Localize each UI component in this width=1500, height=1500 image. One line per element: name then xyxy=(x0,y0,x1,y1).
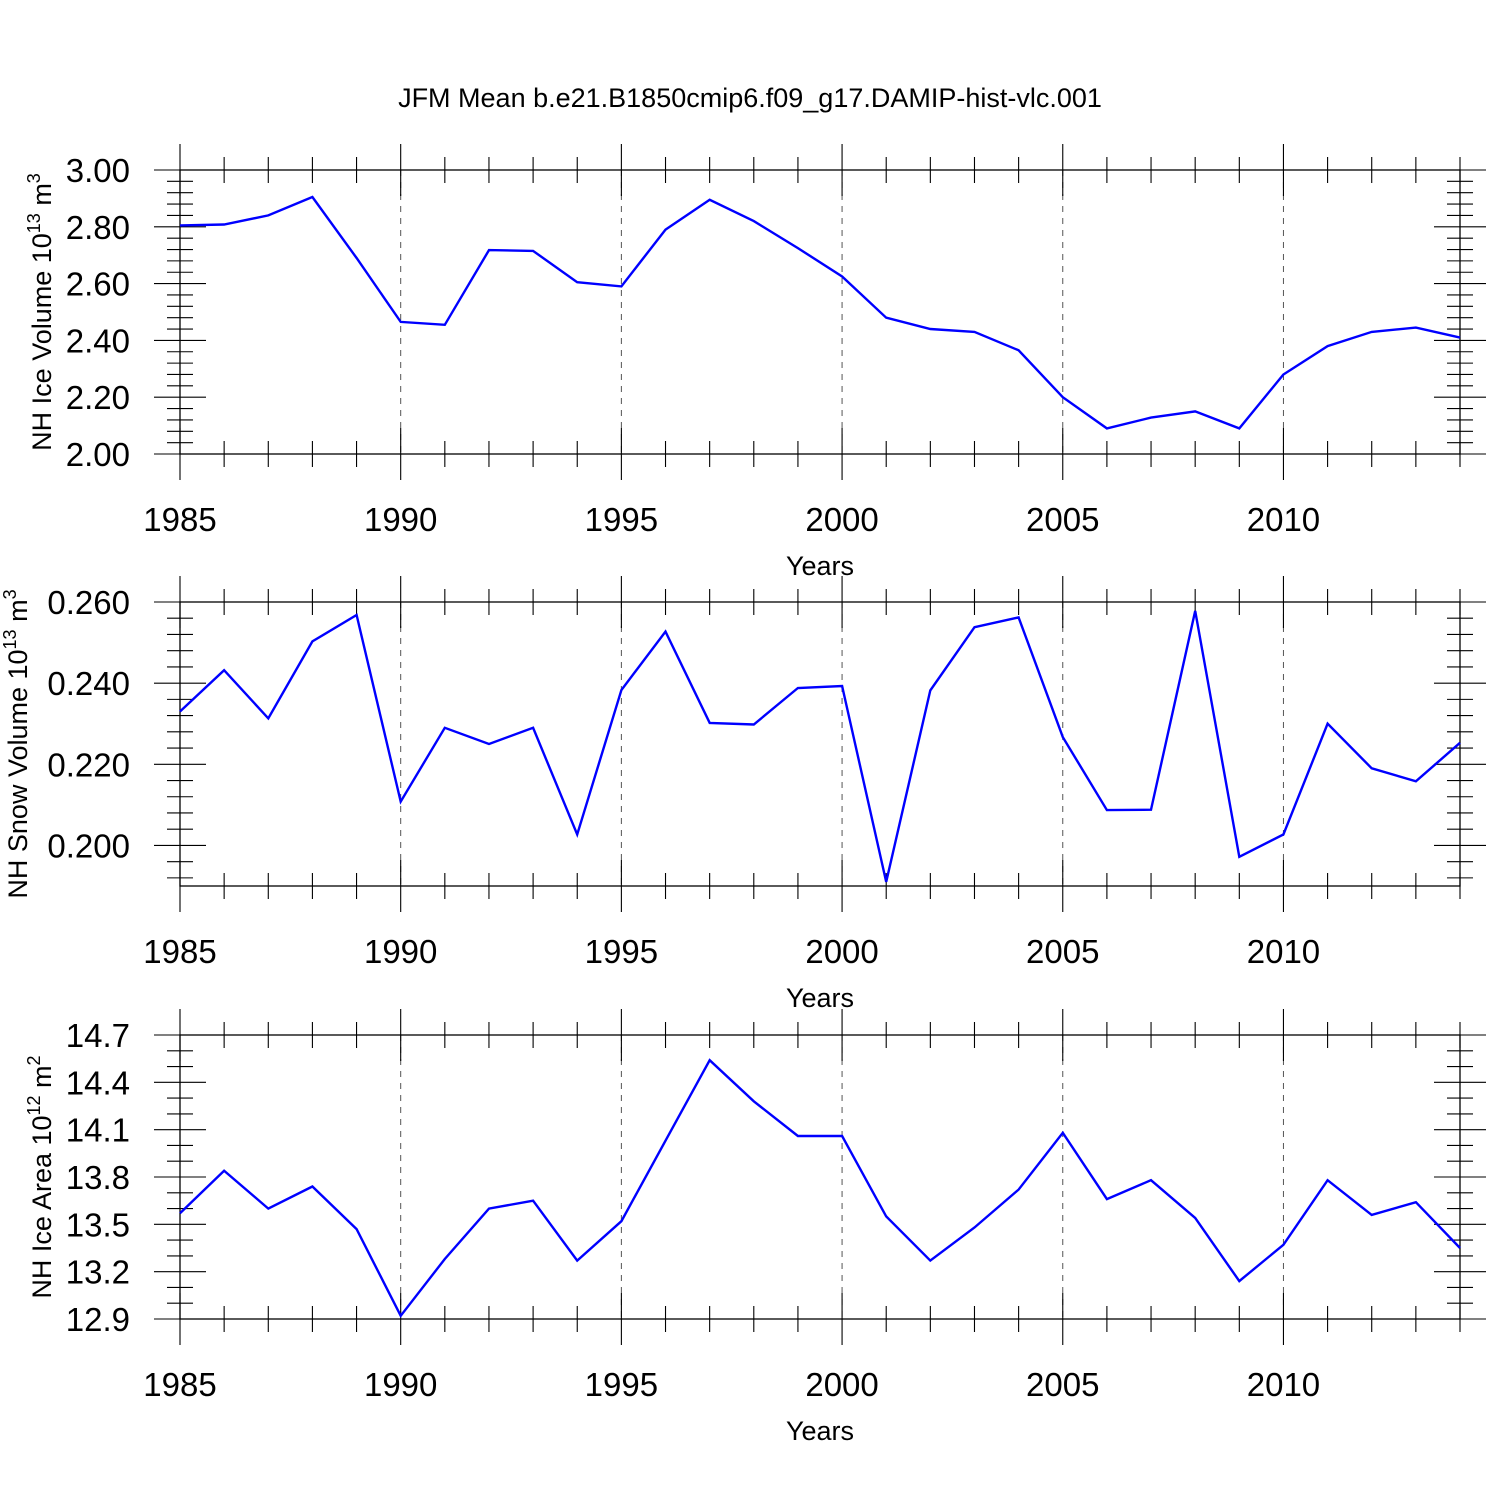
x-tick-label: 2010 xyxy=(1247,501,1320,538)
x-tick-label: 2005 xyxy=(1026,501,1099,538)
y-axis-title: NH Ice Volume 1013 m3 xyxy=(24,173,57,451)
x-tick-label: 2000 xyxy=(805,501,878,538)
x-tick-label: 1990 xyxy=(364,933,437,970)
x-tick-label: 1990 xyxy=(364,501,437,538)
x-tick-label: 2000 xyxy=(805,933,878,970)
x-axis-title: Years xyxy=(786,551,854,581)
y-axis-title-exponent: 12 xyxy=(24,1095,44,1115)
x-axis-title: Years xyxy=(786,1416,854,1446)
y-tick-label: 14.7 xyxy=(66,1017,130,1054)
y-tick-label: 2.00 xyxy=(66,436,130,473)
y-axis-title-unit: m xyxy=(3,599,33,629)
x-tick-label: 2005 xyxy=(1026,933,1099,970)
x-tick-label: 2000 xyxy=(805,1366,878,1403)
y-tick-label: 0.220 xyxy=(47,746,130,783)
panel-2: 1985 1990 1995 2000 2005 2010 0.200 0.220 0.240 0… xyxy=(0,576,1486,1013)
x-tick-label: 2010 xyxy=(1247,933,1320,970)
y-tick-label: 14.1 xyxy=(66,1112,130,1149)
figure-title: JFM Mean b.e21.B1850cmip6.f09_g17.DAMIP-… xyxy=(398,83,1102,113)
y-axis-title-exponent: 13 xyxy=(0,629,20,649)
plot-frame xyxy=(179,169,1461,455)
x-tick-label: 2005 xyxy=(1026,1366,1099,1403)
x-tick-label: 1985 xyxy=(143,501,216,538)
y-tick-label: 12.9 xyxy=(66,1301,130,1338)
x-axis-title: Years xyxy=(786,983,854,1013)
y-tick-label: 13.5 xyxy=(66,1206,130,1243)
y-axis-title: NH Snow Volume 1013 m3 xyxy=(0,589,33,898)
y-tick-label: 2.20 xyxy=(66,379,130,416)
y-tick-label: 0.240 xyxy=(47,665,130,702)
series-line xyxy=(179,195,1461,430)
y-tick-label: 13.8 xyxy=(66,1159,130,1196)
x-tick-label: 1990 xyxy=(364,1366,437,1403)
panel-1: 1985 1990 1995 2000 2005 2010 2.00 2.20 2.40 2.60… xyxy=(24,144,1486,581)
x-tick-label: 1995 xyxy=(585,933,658,970)
y-axis-title: NH Ice Area 1012 m2 xyxy=(24,1055,57,1298)
y-tick-label: 0.200 xyxy=(47,827,130,864)
y-tick-label: 14.4 xyxy=(66,1064,130,1101)
x-tick-label: 1995 xyxy=(585,1366,658,1403)
y-axis-title-unit-exponent: 2 xyxy=(24,1055,44,1065)
y-tick-label: 2.80 xyxy=(66,209,130,246)
y-tick-label: 3.00 xyxy=(66,152,130,189)
panels: 1985 1990 1995 2000 2005 2010 2.00 2.20 2.40 2.60… xyxy=(0,144,1486,1446)
series-line xyxy=(179,1058,1461,1319)
plot-frame xyxy=(179,1034,1461,1320)
y-axis-title-unit: m xyxy=(27,183,57,213)
y-axis-title-exponent: 13 xyxy=(24,213,44,233)
panel-3: 1985 1990 1995 2000 2005 2010 12.9 13.2 13.5 13.8… xyxy=(24,1009,1486,1446)
y-tick-label: 2.60 xyxy=(66,266,130,303)
series-line xyxy=(179,610,1461,883)
x-tick-label: 1985 xyxy=(143,933,216,970)
x-tick-label: 2010 xyxy=(1247,1366,1320,1403)
y-tick-label: 13.2 xyxy=(66,1254,130,1291)
y-axis-title-main: NH Ice Volume 10 xyxy=(27,233,57,451)
y-axis-title-unit-exponent: 3 xyxy=(0,589,20,599)
y-axis-title-unit-exponent: 3 xyxy=(24,173,44,183)
y-axis-title-main: NH Snow Volume 10 xyxy=(3,649,33,898)
y-tick-label: 2.40 xyxy=(66,322,130,359)
x-tick-label: 1985 xyxy=(143,1366,216,1403)
y-tick-label: 0.260 xyxy=(47,584,130,621)
y-axis-title-main: NH Ice Area 10 xyxy=(27,1115,57,1298)
x-tick-label: 1995 xyxy=(585,501,658,538)
y-axis-title-unit: m xyxy=(27,1065,57,1095)
